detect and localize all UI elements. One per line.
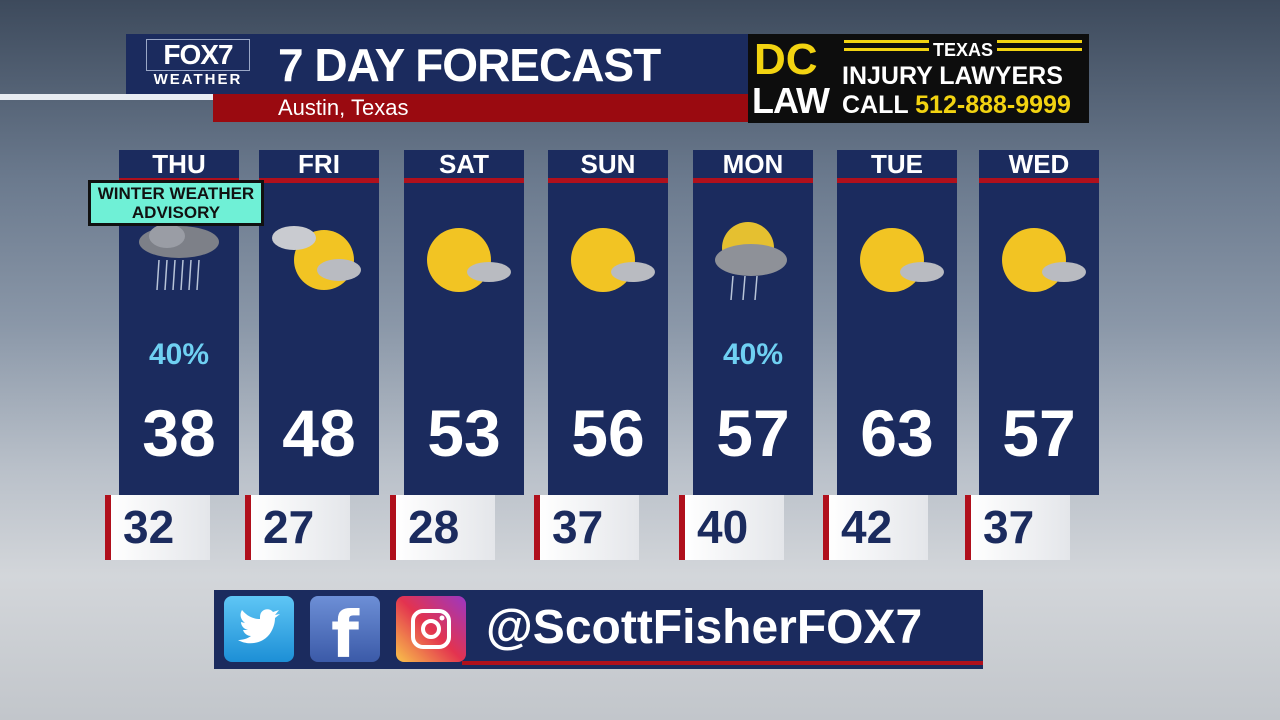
high-temp: 56 <box>571 396 645 470</box>
low-temp: 40 <box>679 495 784 560</box>
high-temp: 48 <box>282 396 356 470</box>
day-label: SAT <box>438 149 490 179</box>
instagram-icon <box>396 596 466 662</box>
page-title: 7 DAY FORECAST <box>278 39 661 91</box>
forecast-day-sat: SAT 53 <box>404 150 524 495</box>
fox7-weather-logo: FOX7 WEATHER <box>146 39 250 91</box>
forecast-day-tue: TUE 63 <box>837 150 957 495</box>
location-bar <box>213 94 748 122</box>
low-temp: 28 <box>390 495 495 560</box>
forecast-day-mon: MON 40% 57 <box>693 150 813 495</box>
mostly-sunny-icon <box>427 228 511 292</box>
social-handle: @ScottFisherFOX7 <box>486 601 923 654</box>
high-temp: 38 <box>142 396 216 470</box>
mostly-sunny-icon <box>571 228 655 292</box>
header-bar <box>126 34 748 94</box>
day-label: MON <box>722 149 784 179</box>
divider <box>979 178 1099 183</box>
location-label: Austin, Texas <box>278 95 409 120</box>
divider <box>693 178 813 183</box>
precip-chance: 40% <box>722 338 784 371</box>
divider <box>462 661 983 665</box>
low-temp: 27 <box>245 495 350 560</box>
sponsor-ad: DC LAW TEXAS INJURY LAWYERS CALL 512-888… <box>748 34 1089 123</box>
facebook-icon: f <box>310 596 380 673</box>
low-temp: 42 <box>823 495 928 560</box>
high-temp: 57 <box>1002 396 1076 470</box>
day-label: WED <box>1008 149 1070 179</box>
winter-weather-advisory-badge: WINTER WEATHER ADVISORY <box>88 180 264 226</box>
social-bar: f @ScottFisherFOX7 <box>214 590 983 673</box>
day-label: THU <box>152 149 206 179</box>
mostly-sunny-icon <box>860 228 944 292</box>
forecast-day-fri: FRI 48 <box>259 150 379 495</box>
low-temp: 37 <box>965 495 1070 560</box>
day-label: FRI <box>298 149 340 179</box>
day-label: TUE <box>871 149 923 179</box>
divider <box>404 178 524 183</box>
mostly-sunny-icon <box>1002 228 1086 292</box>
divider <box>0 94 214 100</box>
divider <box>837 178 957 183</box>
high-temp: 63 <box>860 396 934 470</box>
rain-cloud-icon <box>139 224 219 291</box>
low-temp: 32 <box>105 495 210 560</box>
forecast-day-wed: WED 57 <box>979 150 1099 495</box>
low-temp: 37 <box>534 495 639 560</box>
high-temp: 57 <box>716 396 790 470</box>
partly-cloudy-icon <box>272 226 361 290</box>
twitter-icon <box>224 596 294 662</box>
day-label: SUN <box>580 149 636 179</box>
forecast-day-sun: SUN 56 <box>548 150 668 495</box>
divider <box>259 178 379 183</box>
sun-cloud-rain-icon <box>715 222 787 301</box>
precip-chance: 40% <box>148 338 210 371</box>
divider <box>548 178 668 183</box>
high-temp: 53 <box>427 396 501 470</box>
